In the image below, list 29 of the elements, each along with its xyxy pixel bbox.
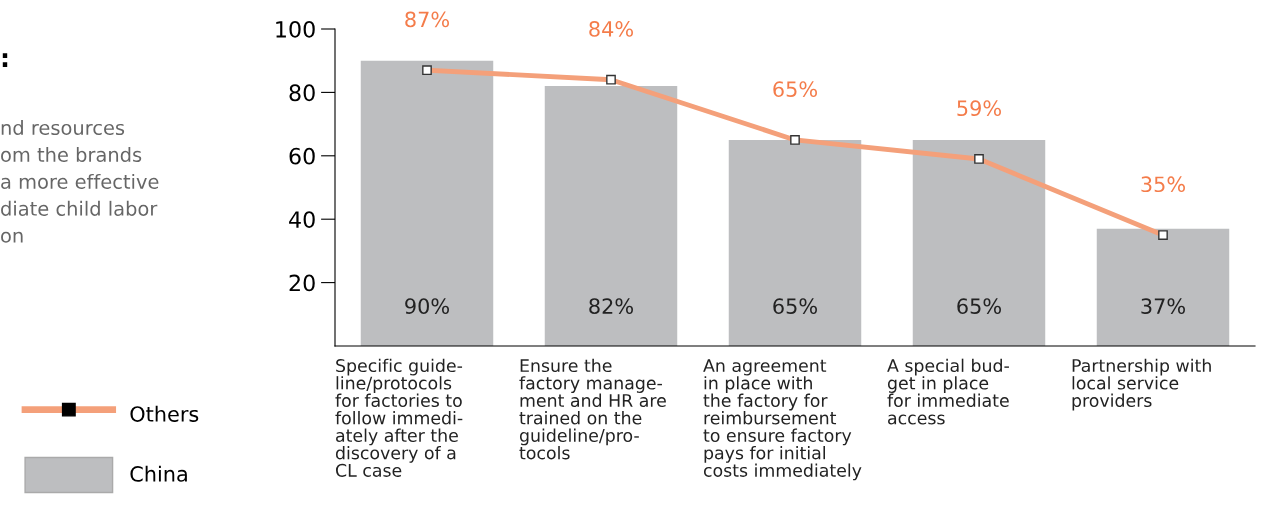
y-tick-label: 60 <box>289 147 315 165</box>
data-label: 65% <box>773 298 817 314</box>
text: : <box>2 53 8 67</box>
y-tick-label: 40 <box>289 211 315 228</box>
data-label: 59% <box>957 100 1001 117</box>
x-tick-label: An agreement in place with the factory for reimbursement to ensure factory pays for initial costs immediately <box>703 359 862 481</box>
bar <box>1096 228 1230 346</box>
bar <box>360 60 494 346</box>
x-tick-label: Specific guide- line/protocols for factories to follow immedi- ately after the discovery of a CL case <box>335 358 463 477</box>
data-label: 37% <box>1141 298 1185 314</box>
data-label: 65% <box>773 81 817 98</box>
data-label: 90% <box>405 298 449 314</box>
y-tick-label: 20 <box>289 274 315 292</box>
data-label: 65% <box>957 298 1001 314</box>
x-tick-label: A special bud- get in place for immediate access <box>887 358 1009 425</box>
bar <box>544 86 678 346</box>
bar <box>728 139 862 346</box>
legend-label: Others <box>130 405 199 422</box>
data-label: 84% <box>589 21 633 37</box>
data-label: 35% <box>1141 176 1185 193</box>
bar <box>912 139 1046 346</box>
data-label: 82% <box>589 298 633 314</box>
text: nd resources om the brands a more effective diate child labor on <box>1 120 159 243</box>
y-tick-label: 100 <box>276 20 315 38</box>
legend-label: China <box>130 465 187 482</box>
data-label: 87% <box>405 11 449 28</box>
x-tick-label: Partnership with local service providers <box>1072 358 1211 411</box>
x-tick-label: Ensure the factory manage- ment and HR are trained on the guideline/pro- tocols <box>519 358 666 460</box>
y-tick-label: 80 <box>289 84 315 102</box>
